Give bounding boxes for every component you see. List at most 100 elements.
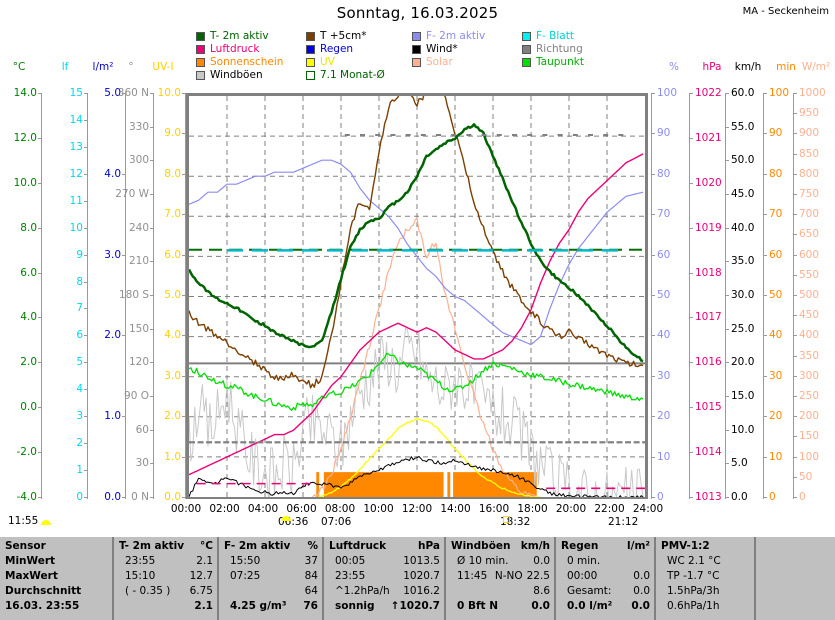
table-row: sonnig ↑ 1020.7: [329, 599, 440, 614]
right-axis-4: W/m² 1000 950 900 850 800 750 700 650 600 550 500 45…: [793, 60, 835, 503]
column-header-unit: %: [307, 540, 318, 552]
axis-tick-label: 1022: [689, 88, 722, 99]
spacer: [184, 539, 200, 554]
axis-tick-label: 5.0: [80, 88, 126, 99]
table-row: 23:55 2.1: [119, 554, 213, 569]
cell-right: 8.6: [533, 585, 550, 597]
axis-tick-label: 20: [651, 411, 670, 422]
axis-tick-label: 240: [108, 222, 154, 234]
axis-tick-label: 2.0: [0, 357, 42, 368]
chart-canvas: [189, 96, 645, 497]
legend-item[interactable]: Windböen: [196, 69, 306, 82]
table-row: 15:50 37: [224, 554, 318, 569]
axis-tick-label: 14: [42, 114, 88, 126]
axis-tick-label: 200: [793, 411, 819, 422]
legend-item[interactable]: Regen: [306, 43, 412, 56]
cell-right: 37: [304, 555, 318, 567]
series-line: [189, 96, 644, 389]
trend-up-icon: ↑: [390, 600, 400, 612]
legend-item[interactable]: Luftdruck: [196, 43, 306, 56]
legend-swatch-icon: [306, 32, 315, 41]
legend-item[interactable]: 7.1 Monat-Ø: [306, 69, 412, 82]
axis-tick-label: 11: [42, 195, 88, 207]
axis-tick-label: 12.0: [0, 132, 42, 144]
axis-tick-label: 1014: [689, 447, 722, 458]
legend-label: F- Blatt: [536, 30, 574, 42]
spacer: [375, 599, 391, 614]
x-tick-label: 00:00: [170, 503, 202, 515]
legend-swatch-icon: [412, 45, 421, 54]
current-time-label: 11:55: [8, 515, 52, 527]
weather-chart-plot[interactable]: [186, 93, 648, 499]
axis-tick-label: 1015: [689, 402, 722, 413]
axis-tick-label: 900: [793, 128, 819, 139]
axis-tick-label: 30: [763, 370, 782, 382]
axis-unit-label: lf: [61, 61, 69, 73]
axis-tick-label: 35.0: [725, 256, 754, 267]
legend-item[interactable]: Sonnenschein: [196, 56, 306, 69]
column-header-unit: °C: [200, 540, 213, 552]
cell-left: 23:55: [125, 555, 156, 567]
series-line: [312, 217, 541, 497]
axis-tick-label: 1000: [793, 88, 826, 99]
left-axis-0: °C 14.0 12.0 10.0 8.0 6.0 4.0 2.0 0.0 -2.0 -4.0: [0, 60, 42, 503]
spacer: [600, 554, 650, 569]
legend-item[interactable]: Solar: [412, 56, 522, 69]
cell-left: 00:05: [335, 555, 366, 567]
axis-line: [153, 93, 154, 499]
axis-line: [725, 93, 726, 499]
table-row: 15:10 12.7: [119, 569, 213, 584]
legend-swatch-icon: [412, 32, 421, 41]
table-row: ^1.2hPa/h 1016.2: [329, 584, 440, 599]
cell-right: 1016.2: [403, 585, 440, 597]
axis-line: [87, 93, 88, 499]
axis-tick-label: 9: [42, 249, 88, 261]
legend-swatch-icon: [522, 58, 531, 67]
axis-tick-label: 8: [42, 276, 88, 288]
axis-line: [185, 93, 186, 499]
spacer: [612, 599, 631, 614]
legend-item[interactable]: F- 2m aktiv: [412, 30, 522, 43]
axis-tick-label: 10: [651, 451, 670, 463]
spacer: [720, 584, 750, 599]
axis-tick-label: 40: [763, 330, 782, 341]
series-line: [189, 123, 644, 363]
legend-swatch-icon: [522, 32, 531, 41]
table-row: 0 Bft N 0.0: [451, 599, 550, 614]
legend-item[interactable]: F- Blatt: [522, 30, 632, 43]
legend-swatch-icon: [522, 45, 531, 54]
cell-right: 64: [304, 585, 318, 597]
cell-left: 23:55: [335, 570, 366, 582]
axis-tick-label: 90: [651, 128, 670, 139]
cell-mid: N-NO: [494, 570, 523, 582]
table-header-row: Regen l/m²: [561, 539, 650, 554]
chart-svg: [189, 96, 645, 497]
table-row: 4.25 g/m³ 76: [224, 599, 318, 614]
legend-label: Luftdruck: [210, 43, 260, 55]
row-label: Durchschnitt: [5, 585, 82, 597]
table-row: 00:00 0.0: [561, 569, 650, 584]
table-column-pressure: Luftdruck hPa 00:05 1013.5 23:55 1020.7 ^1.2hP…: [322, 537, 444, 620]
axis-unit-label: °C: [12, 61, 26, 73]
legend-swatch-icon: [196, 58, 205, 67]
table-column-pmv: PMV-1:2 WC 2.1 °C TP -1.7 °C 1.5hPa/3h 0.6hP…: [654, 537, 754, 620]
legend-item[interactable]: T- 2m aktiv: [196, 30, 306, 43]
cell-right: 1020.7: [399, 600, 440, 612]
legend-item[interactable]: T +5cm*: [306, 30, 412, 43]
cell-right: 1020.7: [403, 570, 440, 582]
axis-line: [125, 93, 126, 499]
legend-item[interactable]: Taupunkt: [522, 56, 632, 69]
legend-item[interactable]: UV: [306, 56, 412, 69]
table-row: 00:05 1013.5: [329, 554, 440, 569]
axis-tick-label: 1019: [689, 222, 722, 234]
axis-tick-label: 25.0: [725, 323, 754, 335]
axis-tick-label: 60: [108, 424, 154, 436]
row-label: MaxWert: [5, 570, 58, 582]
x-tick-label: 14:00: [440, 503, 471, 515]
axis-tick-label: 50: [793, 471, 812, 483]
axis-tick-label: 0: [651, 492, 664, 503]
legend-item[interactable]: Wind*: [412, 43, 522, 56]
column-header-label: PMV-1:2: [661, 540, 710, 552]
page-title: Sonntag, 16.03.2025: [336, 4, 499, 22]
legend-item[interactable]: Richtung: [522, 43, 632, 56]
